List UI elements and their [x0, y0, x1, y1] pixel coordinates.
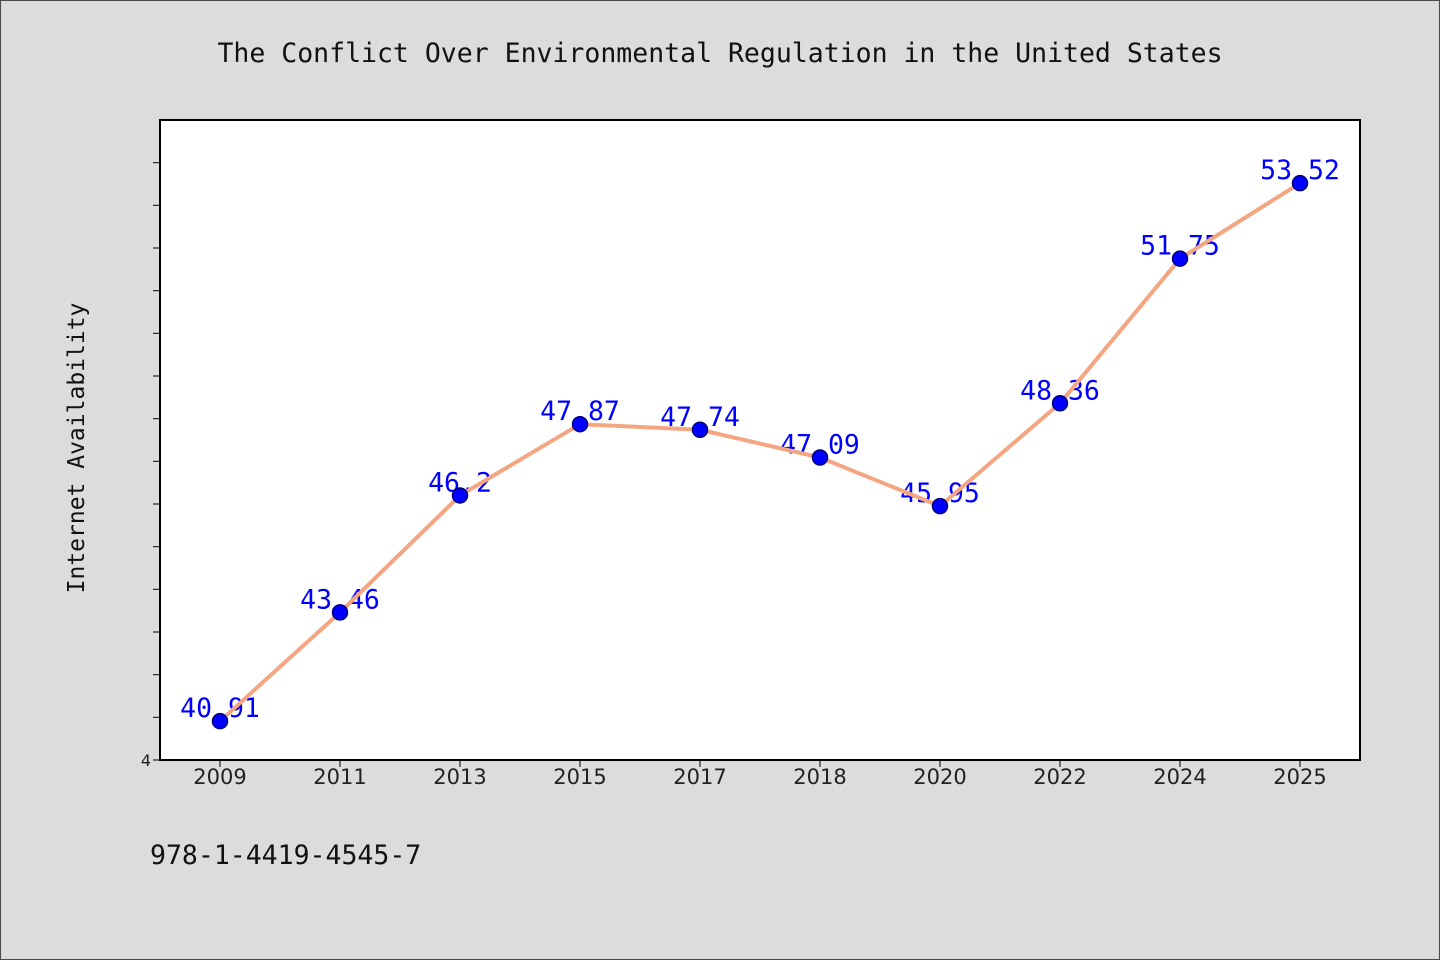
x-tick-label: 2024 [1153, 765, 1206, 789]
series-line [218, 181, 1302, 724]
data-point [1051, 395, 1069, 412]
y-axis-tick-labels: 4 [141, 751, 151, 770]
x-tick-label: 2022 [1033, 765, 1086, 789]
x-tick-label: 2009 [193, 765, 246, 789]
data-point [331, 604, 349, 621]
data-point [1171, 250, 1189, 267]
y-axis-ticks [153, 162, 160, 761]
x-tick-label: 2020 [913, 765, 966, 789]
x-tick-label: 2011 [313, 765, 366, 789]
y-tick-label: 4 [141, 751, 151, 770]
x-tick-label: 2025 [1273, 765, 1326, 789]
x-tick-label: 2015 [553, 765, 606, 789]
footer-code: 978-1-4419-4545-7 [150, 840, 421, 871]
series-markers [211, 174, 1309, 730]
y-axis-label: Internet Availability [64, 303, 90, 594]
x-tick-label: 2013 [433, 765, 486, 789]
data-point [571, 415, 589, 433]
x-axis-tick-labels: 2009 2011 2013 2015 2017 2018 2020 2022 2024 2025 [193, 765, 1326, 789]
plot-area [159, 119, 1361, 761]
x-axis-ticks [219, 761, 1301, 767]
data-point [211, 712, 229, 730]
x-tick-label: 2017 [673, 765, 726, 789]
data-point [691, 421, 709, 439]
data-point [811, 449, 829, 466]
data-point [451, 487, 469, 504]
x-tick-label: 2018 [793, 765, 846, 789]
data-point [1291, 174, 1309, 192]
chart-title: The Conflict Over Environmental Regulati… [217, 38, 1222, 69]
data-point [931, 497, 949, 515]
